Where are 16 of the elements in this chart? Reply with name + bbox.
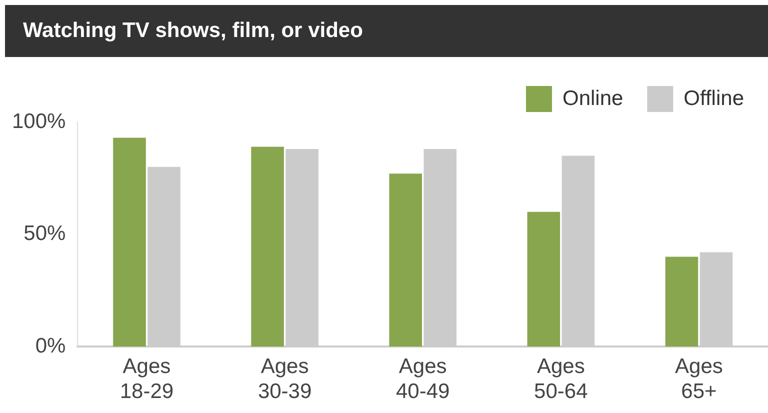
x-tick-label: Ages 30-39 bbox=[258, 354, 312, 404]
bar bbox=[389, 174, 422, 347]
legend-label: Offline bbox=[684, 86, 744, 110]
bar bbox=[113, 138, 146, 347]
x-tick-label: Ages 40-49 bbox=[396, 354, 450, 404]
legend-label: Online bbox=[562, 86, 624, 110]
y-tick-label: 50% bbox=[24, 222, 66, 246]
bar bbox=[251, 146, 284, 347]
x-tick-label: Ages 50-64 bbox=[534, 354, 588, 404]
y-tick-label: 100% bbox=[12, 110, 66, 133]
y-tick-label: 0% bbox=[35, 334, 66, 358]
x-tick-label: Ages 65+ bbox=[675, 354, 723, 404]
x-tick-label: Ages 18-29 bbox=[120, 354, 174, 404]
bar bbox=[527, 212, 560, 347]
chart-title: Watching TV shows, film, or video bbox=[5, 5, 768, 57]
bar bbox=[665, 256, 698, 347]
